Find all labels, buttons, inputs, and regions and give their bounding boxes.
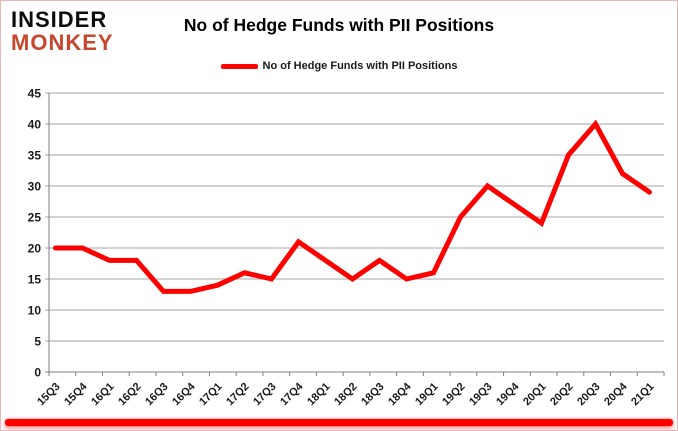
bottom-accent-bar (5, 419, 673, 426)
svg-text:17Q1: 17Q1 (197, 381, 225, 409)
svg-text:5: 5 (34, 335, 41, 349)
svg-text:30: 30 (28, 180, 42, 194)
svg-text:16Q3: 16Q3 (143, 381, 171, 409)
svg-text:21Q1: 21Q1 (629, 381, 657, 409)
svg-text:17Q4: 17Q4 (278, 380, 306, 408)
svg-text:15: 15 (28, 273, 42, 287)
insider-monkey-logo: INSIDER MONKEY (11, 9, 114, 54)
svg-text:25: 25 (28, 211, 42, 225)
legend-label: No of Hedge Funds with PII Positions (262, 60, 458, 72)
svg-text:20Q2: 20Q2 (548, 381, 576, 409)
svg-text:20Q4: 20Q4 (602, 380, 630, 408)
svg-text:35: 35 (28, 149, 42, 163)
svg-text:40: 40 (28, 118, 42, 132)
svg-text:16Q1: 16Q1 (89, 381, 117, 409)
svg-text:16Q2: 16Q2 (116, 381, 144, 409)
svg-text:17Q3: 17Q3 (251, 381, 279, 409)
legend-line-marker-icon (220, 63, 258, 69)
svg-text:18Q3: 18Q3 (359, 381, 387, 409)
svg-text:20Q3: 20Q3 (575, 381, 603, 409)
svg-text:18Q4: 18Q4 (386, 380, 414, 408)
svg-text:15Q4: 15Q4 (62, 380, 90, 408)
svg-text:18Q1: 18Q1 (305, 381, 333, 409)
svg-text:19Q2: 19Q2 (440, 381, 468, 409)
chart-legend: No of Hedge Funds with PII Positions (1, 60, 677, 72)
page-title: No of Hedge Funds with PII Positions (183, 15, 495, 35)
svg-text:19Q3: 19Q3 (467, 381, 495, 409)
svg-text:16Q4: 16Q4 (170, 380, 198, 408)
svg-text:15Q3: 15Q3 (35, 381, 63, 409)
svg-text:10: 10 (28, 304, 42, 318)
svg-text:45: 45 (28, 87, 42, 101)
svg-text:18Q2: 18Q2 (332, 381, 360, 409)
svg-text:20: 20 (28, 242, 42, 256)
logo-line-insider: INSIDER (11, 7, 108, 32)
svg-text:19Q4: 19Q4 (494, 380, 522, 408)
svg-text:20Q1: 20Q1 (521, 381, 549, 409)
logo-line-monkey: MONKEY (11, 30, 114, 55)
svg-text:0: 0 (34, 366, 41, 380)
svg-text:19Q1: 19Q1 (413, 381, 441, 409)
svg-text:17Q2: 17Q2 (224, 381, 252, 409)
